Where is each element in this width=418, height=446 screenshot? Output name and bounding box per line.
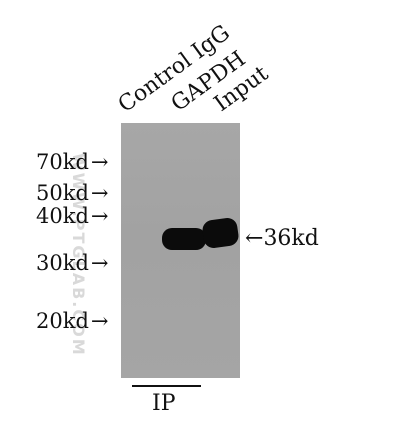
marker-70kd: 70kd→ xyxy=(36,152,109,173)
marker-label: 70kd xyxy=(36,150,89,174)
right-arrow-icon: → xyxy=(90,181,109,205)
ip-bracket-line xyxy=(132,385,201,387)
marker-50kd: 50kd→ xyxy=(36,183,109,204)
marker-label: 30kd xyxy=(36,251,89,275)
right-arrow-icon: → xyxy=(90,204,109,228)
right-arrow-icon: → xyxy=(90,309,109,333)
marker-label: 50kd xyxy=(36,181,89,205)
blot-membrane xyxy=(121,123,240,378)
marker-30kd: 30kd→ xyxy=(36,253,109,274)
band-size-annotation: ←36kd xyxy=(245,228,319,250)
left-arrow-icon: ← xyxy=(245,226,264,251)
band-gapdh-lane xyxy=(162,228,206,250)
band-size-label: 36kd xyxy=(263,226,319,251)
marker-40kd: 40kd→ xyxy=(36,206,109,227)
band-input-lane xyxy=(201,216,240,250)
watermark-text: WWW.PTGLAB.COM xyxy=(69,153,88,357)
ip-label: IP xyxy=(152,391,176,416)
right-arrow-icon: → xyxy=(90,251,109,275)
right-arrow-icon: → xyxy=(90,150,109,174)
marker-label: 20kd xyxy=(36,309,89,333)
marker-label: 40kd xyxy=(36,204,89,228)
marker-20kd: 20kd→ xyxy=(36,311,109,332)
